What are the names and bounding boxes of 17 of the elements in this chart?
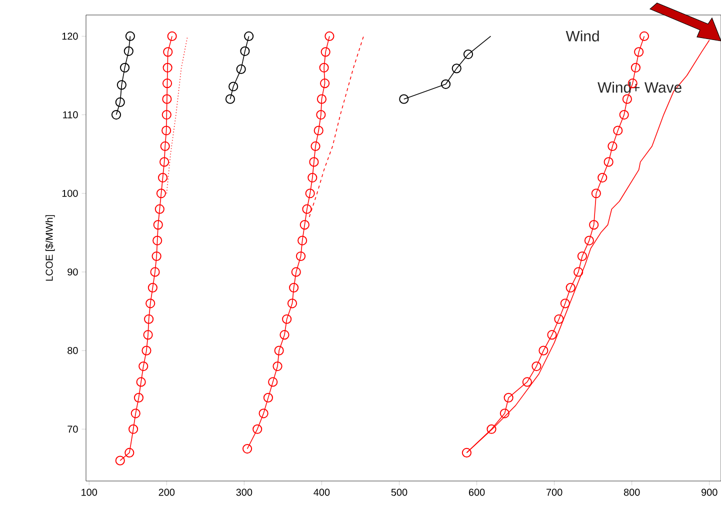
x-tick-label: 100 xyxy=(82,488,98,496)
x-tick-label: 600 xyxy=(468,488,485,496)
annotation: Wind xyxy=(566,30,599,42)
x-tick-label: 500 xyxy=(391,488,408,496)
x-tick-label: 900 xyxy=(702,488,718,496)
x-tick-label: 200 xyxy=(158,488,175,496)
x-tick-label: 300 xyxy=(236,488,252,496)
y-tick-label: 110 xyxy=(63,111,78,118)
y-tick-label: 80 xyxy=(68,347,78,354)
x-tick-label: 800 xyxy=(624,488,640,496)
x-tick-label: 400 xyxy=(314,488,330,496)
x-tick-label: 700 xyxy=(546,488,562,496)
y-tick-label: 70 xyxy=(68,426,78,433)
y-axis-title: LCOE [$/MWh] xyxy=(45,215,55,281)
y-tick-label: 90 xyxy=(68,268,78,276)
y-tick-label: 120 xyxy=(62,32,78,40)
y-tick-label: 100 xyxy=(62,190,78,197)
